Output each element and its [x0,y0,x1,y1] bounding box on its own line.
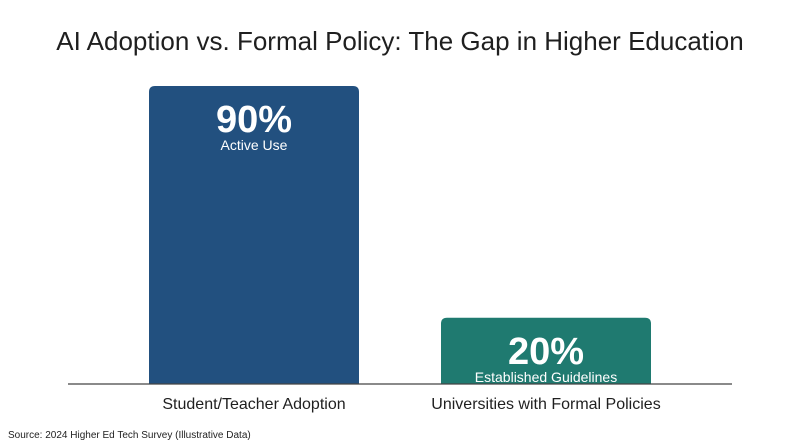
bar-value-label-2: 20% [508,331,584,373]
bar-sublabel-1: Active Use [221,137,288,153]
category-label-1: Student/Teacher Adoption [162,396,345,413]
source-note: Source: 2024 Higher Ed Tech Survey (Illu… [8,430,251,441]
category-label-2: Universities with Formal Policies [431,396,660,413]
chart-title: AI Adoption vs. Formal Policy: The Gap i… [56,26,744,56]
bars-layer [149,86,651,384]
labels-layer: 90%Active Use Student/Teacher Adoption 20%… [162,99,660,413]
bar-1 [149,86,359,384]
bar-value-label-1: 90% [216,99,292,141]
bar-2 [441,317,651,384]
bar-sublabel-2: Established Guidelines [475,369,617,385]
